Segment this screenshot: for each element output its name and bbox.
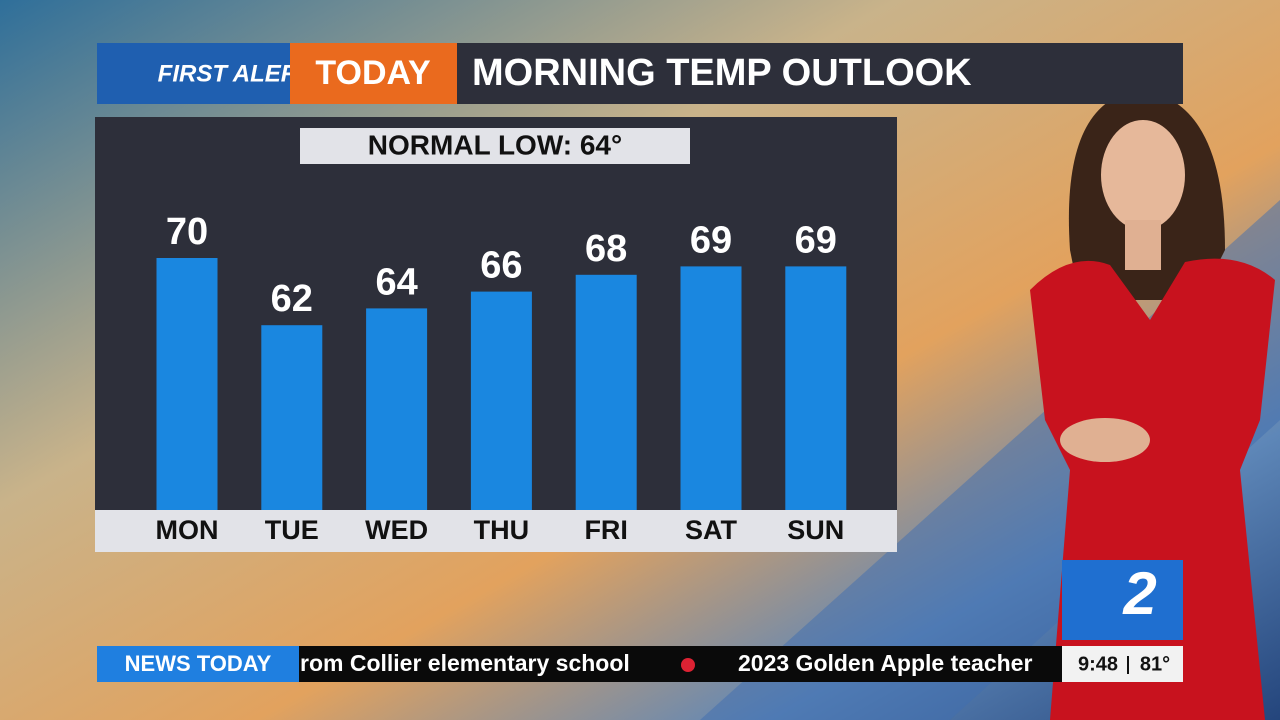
station-logo <box>1062 560 1183 640</box>
value-label: 69 <box>795 219 837 261</box>
bar <box>680 266 742 510</box>
ticker-separator <box>681 658 695 672</box>
clock-box <box>1062 646 1183 682</box>
ticker-label: NEWS TODAY <box>125 651 272 676</box>
bar <box>366 308 428 510</box>
x-tick-label: SAT <box>685 515 738 545</box>
tag-box <box>290 43 457 104</box>
x-tick-label: FRI <box>584 515 628 545</box>
value-label: 70 <box>166 211 208 253</box>
title-box <box>457 43 1183 104</box>
value-label: 64 <box>375 261 417 303</box>
chart-subtitle: NORMAL LOW: 64° <box>368 129 622 160</box>
logo-box <box>97 43 290 104</box>
ticker-label-box <box>97 646 299 682</box>
chart-title: MORNING TEMP OUTLOOK <box>472 52 972 94</box>
x-tick-label: THU <box>474 515 530 545</box>
value-label: 68 <box>585 228 627 270</box>
logo: FIRST ALERT <box>158 60 315 87</box>
ticker-item: 2023 Golden Apple teacher <box>738 650 1032 676</box>
subtitle-box <box>300 128 690 164</box>
tag: TODAY <box>315 54 431 92</box>
bar <box>785 266 847 510</box>
x-tick-label: WED <box>365 515 428 545</box>
category-strip <box>95 510 897 552</box>
value-label: 69 <box>690 219 732 261</box>
x-tick-label: SUN <box>787 515 844 545</box>
x-tick-label: MON <box>156 515 219 545</box>
value-label: 66 <box>480 245 522 287</box>
bar <box>156 258 218 510</box>
bar <box>575 274 637 510</box>
x-tick-label: TUE <box>265 515 319 545</box>
ticker-item: rom Collier elementary school <box>300 650 630 676</box>
bars: 70 MON 62 TUE 64 WED 66 THU 68 FRI 69 SAT 69 SUN <box>156 211 847 545</box>
clock-time: 9:48 <box>1078 653 1118 675</box>
value-label: 62 <box>271 278 313 320</box>
clock-temp: 81° <box>1140 653 1170 675</box>
ticker-bar <box>299 646 1062 682</box>
bar <box>261 325 323 510</box>
bar <box>470 291 532 510</box>
station-logo-mark: 2 <box>1122 560 1156 627</box>
